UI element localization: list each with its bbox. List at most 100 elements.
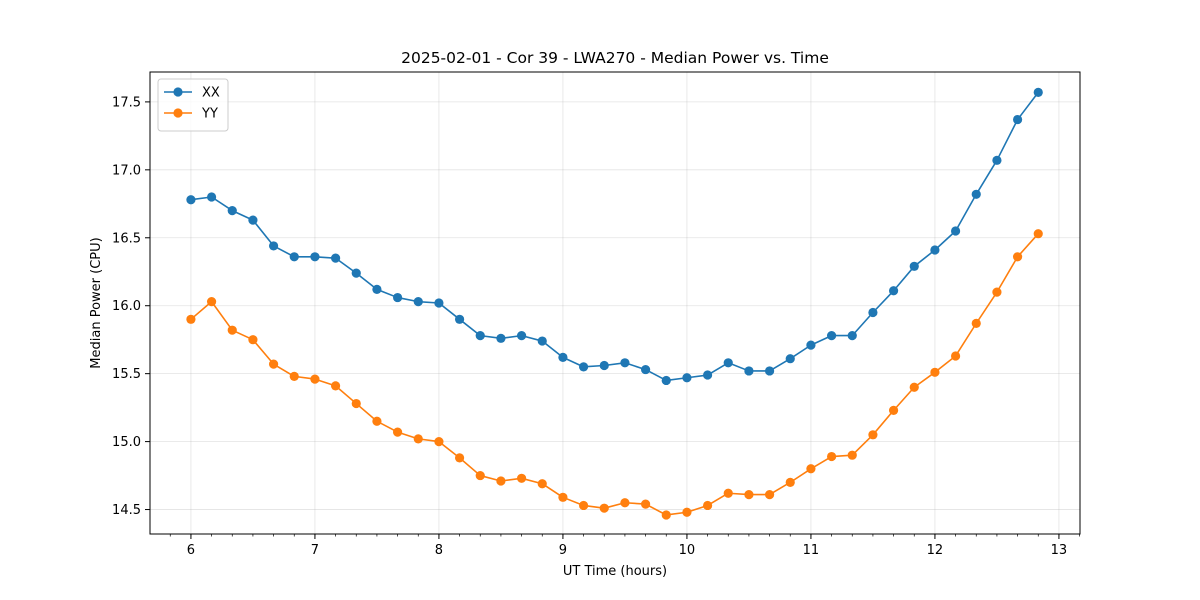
data-point-xx bbox=[310, 252, 320, 262]
data-point-xx bbox=[847, 331, 857, 341]
data-point-xx bbox=[785, 354, 795, 364]
data-point-xx bbox=[992, 155, 1002, 165]
data-point-yy bbox=[785, 477, 795, 487]
legend-marker-yy bbox=[173, 108, 183, 118]
data-point-yy bbox=[640, 499, 651, 509]
data-point-yy bbox=[826, 451, 837, 462]
data-point-xx bbox=[330, 253, 341, 263]
data-point-yy bbox=[434, 437, 444, 447]
data-point-xx bbox=[186, 195, 196, 205]
data-point-xx bbox=[599, 360, 609, 371]
data-point-xx bbox=[413, 297, 423, 307]
data-point-yy bbox=[413, 434, 423, 444]
data-point-yy bbox=[330, 381, 341, 391]
data-point-yy bbox=[682, 507, 692, 517]
x-tick-label: 13 bbox=[1051, 543, 1068, 558]
chart-title: 2025-02-01 - Cor 39 - LWA270 - Median Po… bbox=[401, 49, 829, 67]
data-point-xx bbox=[392, 292, 403, 303]
y-tick-label: 16.0 bbox=[112, 299, 141, 314]
data-point-yy bbox=[620, 498, 630, 508]
data-point-yy bbox=[702, 500, 713, 511]
data-point-yy bbox=[971, 318, 981, 328]
legend: XX YY bbox=[157, 78, 229, 132]
data-point-xx bbox=[723, 358, 733, 368]
data-point-xx bbox=[372, 284, 382, 295]
data-point-yy bbox=[847, 450, 857, 460]
y-tick-label: 17.0 bbox=[112, 163, 141, 178]
data-point-yy bbox=[723, 488, 733, 498]
data-point-yy bbox=[310, 374, 320, 384]
y-axis-label: Median Power (CPU) bbox=[89, 237, 104, 368]
data-point-yy bbox=[930, 367, 940, 377]
data-point-yy bbox=[1012, 252, 1023, 262]
grid bbox=[150, 72, 1080, 534]
data-point-yy bbox=[372, 416, 382, 426]
data-point-xx bbox=[971, 189, 981, 199]
data-point-yy bbox=[661, 510, 671, 520]
data-point-yy bbox=[454, 453, 465, 463]
x-tick-label: 12 bbox=[927, 543, 944, 558]
data-point-xx bbox=[826, 331, 837, 341]
data-point-yy bbox=[578, 500, 589, 511]
data-point-xx bbox=[868, 307, 878, 318]
series-layer bbox=[186, 87, 1043, 520]
legend-marker-xx bbox=[173, 87, 183, 97]
data-point-xx bbox=[682, 373, 692, 383]
data-point-xx bbox=[434, 298, 444, 308]
data-point-xx bbox=[930, 245, 940, 255]
y-tick-label: 15.0 bbox=[112, 435, 141, 450]
data-point-xx bbox=[516, 331, 527, 341]
x-tick-label: 11 bbox=[803, 543, 820, 558]
data-point-xx bbox=[558, 352, 568, 362]
data-point-yy bbox=[248, 335, 258, 345]
data-point-xx bbox=[909, 261, 919, 271]
data-point-xx bbox=[702, 370, 713, 380]
data-point-yy bbox=[992, 287, 1002, 297]
x-tick-label: 10 bbox=[679, 543, 696, 558]
data-point-yy bbox=[1033, 229, 1043, 239]
data-point-xx bbox=[289, 252, 299, 262]
data-point-yy bbox=[206, 297, 217, 307]
data-point-xx bbox=[537, 336, 547, 346]
data-point-yy bbox=[496, 476, 506, 486]
x-tick-label: 8 bbox=[435, 543, 443, 558]
data-point-xx bbox=[806, 340, 816, 350]
data-point-xx bbox=[640, 364, 651, 375]
data-point-xx bbox=[950, 226, 961, 236]
data-point-yy bbox=[909, 382, 919, 392]
data-point-xx bbox=[578, 362, 589, 372]
data-point-xx bbox=[1033, 87, 1043, 97]
data-point-xx bbox=[268, 241, 279, 251]
data-point-yy bbox=[475, 470, 485, 481]
data-point-yy bbox=[744, 489, 754, 500]
data-point-yy bbox=[868, 430, 878, 440]
data-point-xx bbox=[206, 192, 217, 202]
data-point-xx bbox=[620, 358, 630, 368]
data-point-yy bbox=[289, 371, 299, 381]
x-tick-label: 9 bbox=[559, 543, 567, 558]
data-point-xx bbox=[475, 331, 485, 341]
data-point-yy bbox=[186, 314, 196, 324]
legend-label-yy: YY bbox=[201, 107, 218, 122]
data-point-yy bbox=[351, 398, 361, 409]
data-point-xx bbox=[248, 215, 258, 225]
y-tick-label: 15.5 bbox=[112, 367, 141, 382]
data-point-yy bbox=[516, 473, 527, 483]
data-point-xx bbox=[351, 268, 361, 278]
data-point-yy bbox=[268, 359, 279, 369]
y-tick-label: 16.5 bbox=[112, 231, 141, 246]
data-point-xx bbox=[227, 206, 237, 216]
data-point-xx bbox=[888, 286, 899, 296]
y-tick-label: 17.5 bbox=[112, 95, 141, 110]
data-point-yy bbox=[392, 427, 403, 437]
data-point-yy bbox=[599, 503, 609, 513]
data-point-xx bbox=[454, 314, 465, 324]
data-point-yy bbox=[764, 489, 775, 500]
data-point-xx bbox=[1012, 114, 1023, 125]
data-point-xx bbox=[764, 366, 775, 376]
data-point-xx bbox=[661, 375, 671, 386]
x-tick-label: 6 bbox=[187, 543, 195, 558]
x-axis-label: UT Time (hours) bbox=[563, 564, 667, 579]
y-tick-label: 14.5 bbox=[112, 503, 141, 518]
